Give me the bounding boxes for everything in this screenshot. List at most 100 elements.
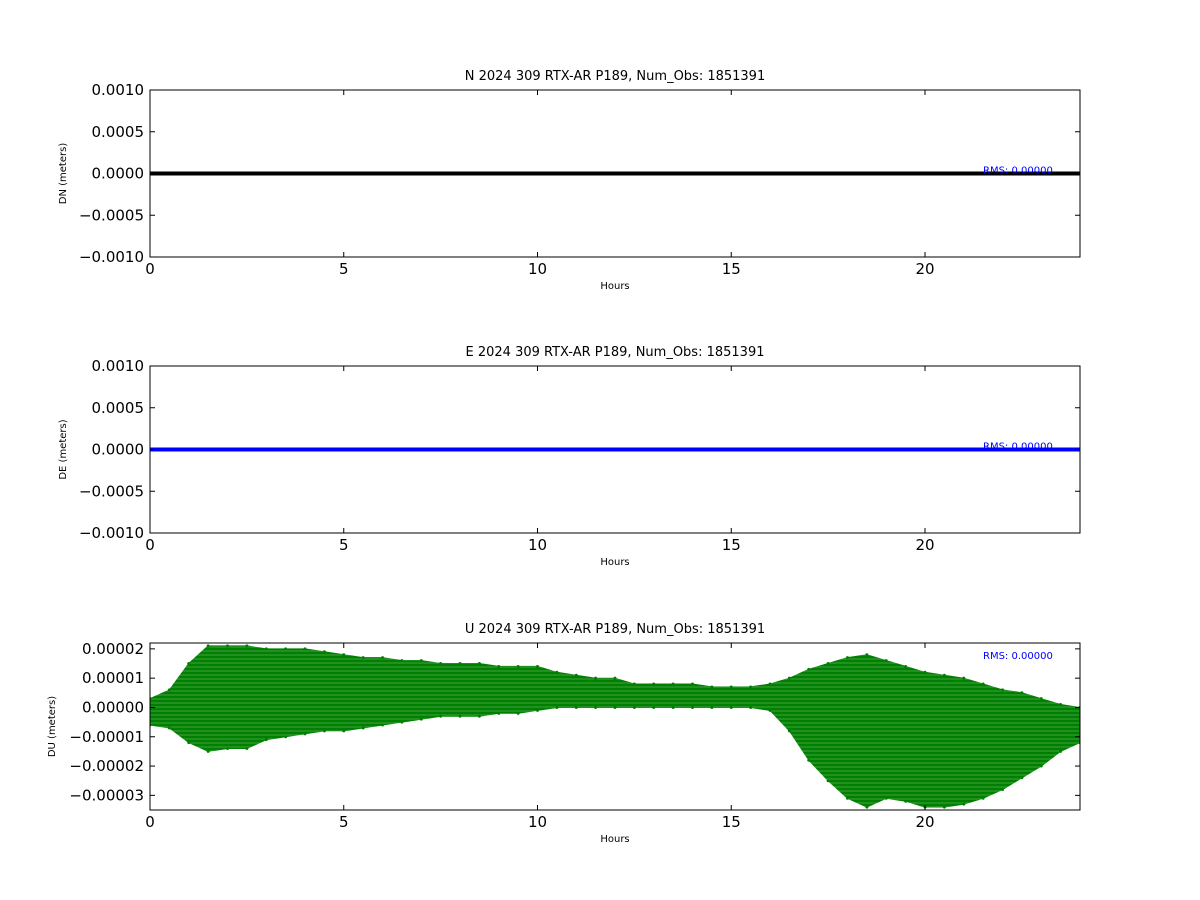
data-point-upper	[264, 647, 268, 651]
y-tick-label: 0.00001	[82, 669, 144, 687]
data-point-lower	[749, 705, 753, 709]
data-point-lower	[322, 729, 326, 733]
data-point-upper	[1059, 703, 1063, 707]
data-point-upper	[206, 644, 210, 648]
y-tick-label: 0.0010	[92, 357, 145, 375]
y-tick-label: 0.00000	[82, 698, 144, 716]
data-point-upper	[516, 664, 520, 668]
data-point-upper	[981, 682, 985, 686]
data-point-upper	[555, 670, 559, 674]
x-axis-label: Hours	[600, 834, 629, 845]
data-point-upper	[787, 676, 791, 680]
subplot-3: U 2024 309 RTX-AR P189, Num_Obs: 1851391…	[47, 622, 1081, 845]
data-point-lower	[962, 802, 966, 806]
data-point-lower	[904, 799, 908, 803]
data-point-upper	[361, 656, 365, 660]
y-tick-label: −0.00003	[69, 786, 144, 804]
data-point-lower	[574, 705, 578, 709]
data-point-upper	[400, 659, 404, 663]
data-point-lower	[846, 796, 849, 800]
data-point-upper	[710, 685, 714, 689]
rms-annotation: RMS: 0.00000	[983, 166, 1053, 177]
x-tick-label: 10	[528, 813, 547, 831]
x-tick-label: 20	[915, 260, 934, 278]
data-point-upper	[536, 664, 539, 668]
x-tick-label: 10	[528, 260, 547, 278]
data-point-lower	[729, 705, 733, 709]
data-point-lower	[187, 741, 191, 745]
y-axis-label: DU (meters)	[47, 696, 58, 757]
data-point-upper	[419, 659, 423, 663]
data-point-upper	[1020, 691, 1024, 695]
x-tick-label: 15	[722, 536, 741, 554]
data-point-lower	[691, 705, 694, 709]
data-point-lower	[826, 779, 830, 783]
data-point-lower	[768, 708, 772, 712]
data-point-lower	[884, 796, 888, 800]
y-tick-label: 0.0010	[92, 81, 145, 99]
data-point-upper	[187, 662, 191, 666]
data-point-upper	[884, 659, 888, 663]
data-point-lower	[477, 714, 481, 718]
data-point-upper	[749, 685, 753, 689]
x-tick-label: 15	[722, 260, 741, 278]
x-axis-label: Hours	[600, 281, 629, 292]
x-tick-label: 20	[915, 536, 934, 554]
data-point-upper	[768, 682, 772, 686]
data-point-upper	[594, 676, 598, 680]
data-point-upper	[574, 673, 578, 677]
data-point-upper	[942, 673, 946, 677]
y-tick-label: 0.0000	[92, 441, 145, 459]
x-axis-label: Hours	[600, 557, 629, 568]
y-tick-label: −0.0010	[79, 524, 144, 542]
data-point-lower	[807, 758, 811, 762]
plot-data	[150, 643, 1080, 809]
data-point-upper	[923, 670, 927, 674]
x-tick-label: 5	[339, 260, 349, 278]
data-point-upper	[865, 653, 869, 657]
data-point-lower	[439, 714, 443, 718]
rms-annotation: RMS: 0.00000	[983, 442, 1053, 453]
data-point-lower	[981, 796, 985, 800]
data-point-upper	[962, 676, 966, 680]
data-point-lower	[1059, 749, 1063, 753]
data-point-lower	[1001, 787, 1004, 791]
data-point-upper	[652, 682, 656, 686]
data-point-lower	[245, 746, 249, 750]
y-tick-label: −0.0005	[79, 482, 144, 500]
y-tick-label: −0.00001	[69, 728, 144, 746]
y-tick-label: 0.00002	[82, 640, 144, 658]
data-point-lower	[497, 711, 501, 715]
subplot-1: N 2024 309 RTX-AR P189, Num_Obs: 1851391…	[58, 69, 1081, 292]
data-point-upper	[245, 644, 249, 648]
data-point-upper	[342, 653, 346, 657]
data-point-upper	[439, 662, 443, 666]
data-point-lower	[206, 749, 210, 753]
y-tick-label: −0.0010	[79, 248, 144, 266]
data-point-upper	[826, 662, 830, 666]
data-point-upper	[613, 676, 617, 680]
data-point-upper	[671, 682, 675, 686]
data-point-upper	[632, 682, 636, 686]
x-tick-label: 5	[339, 536, 349, 554]
data-point-lower	[536, 708, 539, 712]
data-point-lower	[594, 705, 598, 709]
data-point-lower	[419, 717, 423, 721]
data-point-upper	[691, 682, 694, 686]
data-point-lower	[652, 705, 656, 709]
data-point-lower	[264, 738, 268, 742]
data-point-lower	[284, 735, 288, 739]
data-point-upper	[729, 685, 733, 689]
plot-title: N 2024 309 RTX-AR P189, Num_Obs: 1851391	[465, 69, 765, 84]
data-point-upper	[458, 662, 462, 666]
plot-title: E 2024 309 RTX-AR P189, Num_Obs: 1851391	[466, 345, 765, 360]
data-point-lower	[1020, 776, 1024, 780]
data-point-lower	[400, 720, 404, 724]
data-point-upper	[303, 647, 307, 651]
x-tick-label: 20	[915, 813, 934, 831]
data-point-upper	[1039, 697, 1043, 701]
data-point-upper	[322, 650, 326, 654]
y-tick-label: 0.0005	[92, 123, 145, 141]
axes-frame	[149, 642, 1081, 811]
data-point-lower	[458, 714, 462, 718]
